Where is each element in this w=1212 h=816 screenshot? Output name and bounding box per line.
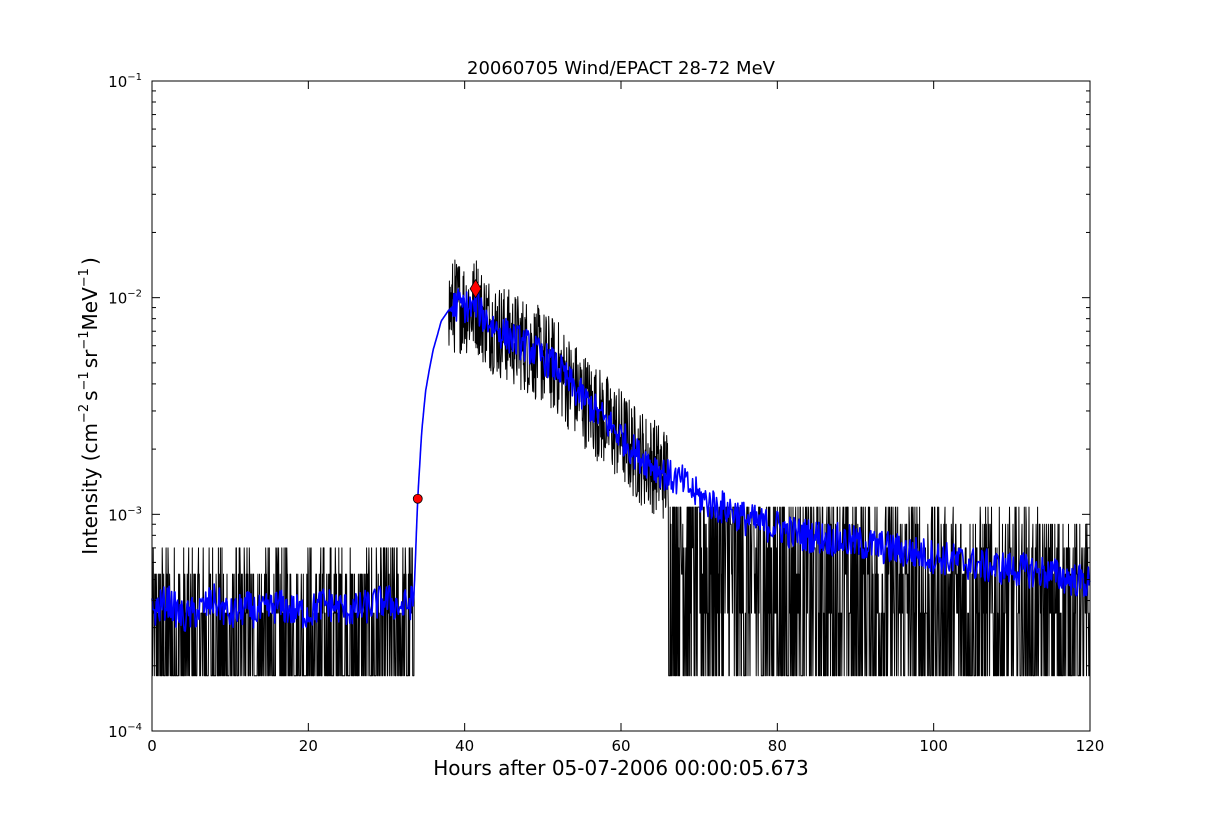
x-tick-label: 0 [147, 737, 157, 755]
y-tick-label: 10−2 [108, 289, 142, 308]
marker-circle-1 [412, 493, 423, 504]
y-axis-label-close: ) [78, 257, 102, 265]
y-axis-label: Intensity (cm−2s−1sr−1MeV−1) [77, 257, 102, 555]
x-tick-label: 60 [611, 737, 630, 755]
y-tick-label: 10−4 [108, 722, 142, 741]
y-axis-label-exp3: −1 [77, 330, 92, 349]
y-axis-label-exp1: −2 [77, 404, 92, 423]
y-tick-label: 10−1 [108, 72, 142, 91]
x-tick-label: 20 [299, 737, 318, 755]
y-tick-label: 10−3 [108, 505, 142, 524]
y-axis-label-exp4: −1 [77, 268, 92, 287]
y-axis-label-mev: MeV [78, 287, 102, 331]
x-tick-label: 100 [919, 737, 948, 755]
chart-title: 20060705 Wind/EPACT 28-72 MeV [467, 58, 776, 79]
x-tick-label: 120 [1076, 737, 1105, 755]
y-axis: 10−4 10−3 10−2 10−1 [108, 72, 1090, 741]
x-tick-label: 80 [768, 737, 787, 755]
x-axis-label: Hours after 05-07-2006 00:00:05.673 [433, 756, 809, 780]
y-axis-label-sr: sr [78, 349, 102, 368]
data-layer [151, 259, 1091, 677]
x-tick-label: 40 [455, 737, 474, 755]
y-axis-label-base: Intensity (cm [78, 423, 102, 555]
series-line-2 [151, 288, 1091, 632]
marker-diamond-2 [469, 278, 482, 299]
x-axis: 0 20 40 60 80 100 120 [147, 81, 1104, 755]
series-line-1 [151, 259, 1091, 677]
y-axis-label-exp2: −1 [77, 371, 92, 390]
y-axis-label-s: s [78, 390, 102, 400]
marker-layer [412, 278, 482, 504]
